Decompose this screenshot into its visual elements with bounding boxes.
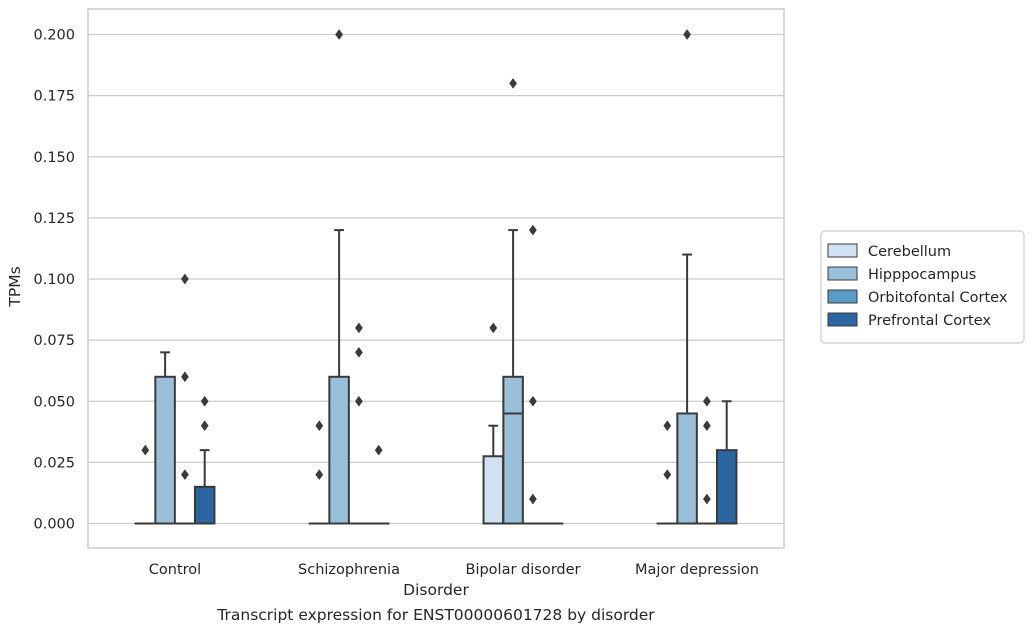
box-group (328, 29, 350, 525)
chart-caption: Transcript expression for ENST0000060172… (217, 606, 655, 624)
box-group (193, 395, 216, 525)
outlier-point (663, 420, 672, 432)
outlier-point (509, 77, 518, 89)
legend-label: Orbitofontal Cortex (868, 290, 1008, 306)
box-group (367, 444, 390, 525)
y-axis-label: TPMs (6, 266, 24, 307)
box-group (174, 273, 196, 525)
outlier-point (702, 395, 711, 407)
y-tick-label: 0.200 (33, 28, 75, 44)
outlier-point (200, 395, 209, 407)
box-group (308, 420, 331, 525)
plot-frame (87, 8, 785, 549)
legend-label: Hipppocampus (868, 267, 976, 283)
outlier-point (315, 420, 324, 432)
box-group (715, 400, 738, 525)
legend-label: Prefrontal Cortex (868, 313, 991, 329)
box-group (482, 322, 505, 525)
box-body (502, 375, 524, 525)
legend-swatch (827, 243, 858, 258)
outlier-point (374, 444, 383, 456)
outlier-point (354, 322, 363, 334)
outlier-point (141, 444, 150, 456)
y-tick-label: 0.050 (33, 394, 75, 410)
box-group (696, 395, 718, 525)
outlier-point (335, 29, 344, 40)
legend-swatch (827, 312, 858, 327)
legend-swatch (827, 289, 858, 304)
outlier-point (702, 493, 711, 505)
box-group (676, 29, 698, 525)
box-body (676, 412, 698, 525)
box-body (482, 455, 505, 525)
outlier-point (200, 420, 209, 432)
outlier-point (180, 273, 189, 285)
outlier-point (528, 224, 537, 236)
x-tick-label: Schizophrenia (298, 562, 400, 578)
y-tick-label: 0.175 (33, 89, 75, 105)
box-group (134, 444, 157, 525)
outlier-point (180, 371, 189, 383)
axes: 0.000 0.025 0.050 0.075 0.100 0.125 0.150 0.175… (6, 8, 785, 599)
legend: Cerebellum Hipppocampus Orbitofontal Corte… (820, 230, 1025, 344)
box-group (502, 77, 524, 525)
y-tick-label: 0.100 (33, 272, 75, 288)
outlier-point (489, 322, 498, 334)
outlier-point (663, 469, 672, 481)
legend-frame (820, 230, 1025, 344)
outlier-point (528, 395, 537, 407)
x-tick-label: Bipolar disorder (466, 562, 581, 578)
box-group (348, 322, 370, 525)
box-body (154, 375, 176, 525)
y-tick-label: 0.075 (33, 333, 75, 349)
x-tick-label: Major depression (635, 562, 759, 578)
box-body (715, 449, 738, 525)
outlier-point (315, 469, 324, 481)
outlier-point (354, 346, 363, 358)
y-tick-label: 0.125 (33, 211, 75, 227)
box-group (522, 224, 544, 525)
box-body (193, 485, 216, 525)
box-group (656, 420, 679, 525)
box-body (328, 375, 350, 525)
legend-swatch (827, 266, 858, 281)
box-plot-chart: 0.000 0.025 0.050 0.075 0.100 0.125 0.150 0.175… (6, 8, 1025, 599)
legend-label: Cerebellum (868, 244, 951, 260)
y-tick-label: 0.000 (33, 517, 75, 533)
box-layer (134, 29, 738, 525)
x-tick-label: Control (149, 562, 201, 578)
outlier-point (180, 469, 189, 481)
outlier-point (354, 395, 363, 407)
y-tick-label: 0.150 (33, 150, 75, 166)
y-tick-label: 0.025 (33, 455, 75, 471)
outlier-point (702, 420, 711, 432)
outlier-point (683, 29, 692, 40)
outlier-point (528, 493, 537, 505)
x-axis-label: Disorder (403, 581, 469, 599)
box-group (154, 351, 176, 525)
